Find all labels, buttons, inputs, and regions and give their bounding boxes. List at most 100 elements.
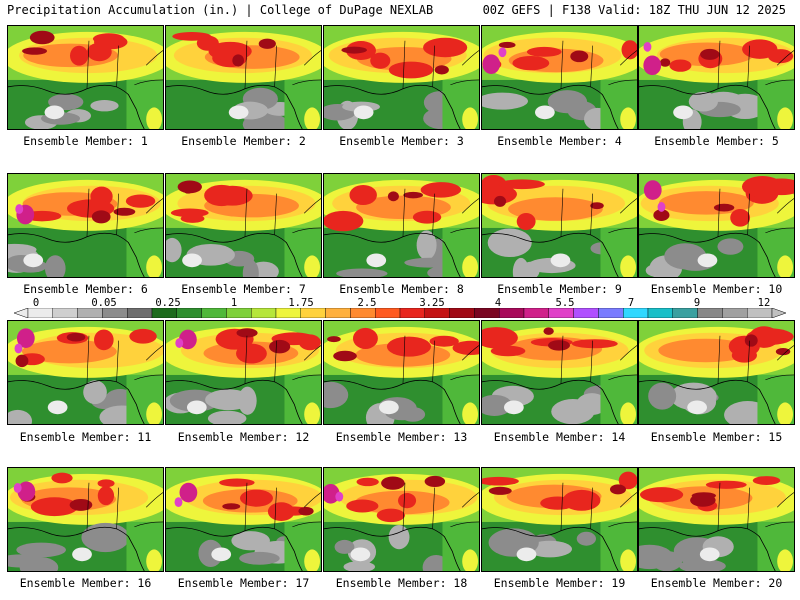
- member-label: Ensemble Member: 18: [335, 576, 468, 590]
- colorbar-swatch: [573, 308, 599, 318]
- colorbar-swatch: [250, 308, 277, 318]
- colorbar-tick-label: 1: [230, 297, 238, 309]
- colorbar-swatch: [697, 308, 723, 318]
- colorbar-swatch: [151, 308, 177, 318]
- colorbar-swatch: [176, 308, 202, 318]
- member-label: Ensemble Member: 19: [493, 576, 626, 590]
- member-label: Ensemble Member: 9: [497, 282, 622, 296]
- colorbar-max-arrow: [771, 308, 786, 318]
- colorbar-tick-label: 5.5: [555, 297, 575, 309]
- member-label: Ensemble Member: 20: [650, 576, 783, 590]
- precip-map: [8, 468, 163, 571]
- member-label: Ensemble Member: 17: [177, 576, 310, 590]
- colorbar-swatch: [350, 308, 376, 318]
- precip-map: [639, 26, 794, 129]
- member-label: Ensemble Member: 5: [654, 134, 779, 148]
- colorbar-tick-label: 3.25: [419, 297, 445, 309]
- colorbar-tick-label: 0: [32, 297, 40, 309]
- colorbar-swatch: [77, 308, 103, 318]
- member-map-panel: [323, 173, 480, 278]
- colorbar-swatch: [623, 308, 649, 318]
- colorbar-swatch: [598, 308, 624, 318]
- colorbar-swatch: [275, 308, 301, 318]
- colorbar-swatch: [300, 308, 326, 318]
- member-map-panel: [165, 320, 322, 425]
- colorbar-swatch: [201, 308, 227, 318]
- member-map-panel: [165, 467, 322, 572]
- member-map-panel: [165, 25, 322, 130]
- map-title: Precipitation Accumulation (in.) | Colle…: [7, 3, 434, 17]
- member-label: Ensemble Member: 15: [650, 430, 783, 444]
- model-run-info: 00Z GEFS | F138 Valid: 18Z THU JUN 12 20…: [482, 3, 786, 17]
- member-label: Ensemble Member: 13: [335, 430, 468, 444]
- colorbar-swatch: [647, 308, 673, 318]
- member-map-panel: [7, 173, 164, 278]
- member-map-panel: [638, 173, 795, 278]
- precip-map: [482, 321, 637, 424]
- colorbar-swatch: [449, 308, 475, 318]
- member-map-panel: [481, 173, 638, 278]
- colorbar-swatch: [52, 308, 78, 318]
- member-label: Ensemble Member: 8: [339, 282, 464, 296]
- colorbar-swatch: [523, 308, 549, 318]
- precip-map: [166, 468, 321, 571]
- colorbar-swatch: [747, 308, 773, 318]
- colorbar-swatch: [375, 308, 401, 318]
- precip-map: [324, 174, 479, 277]
- member-map-panel: [165, 173, 322, 278]
- colorbar-swatch: [499, 308, 525, 318]
- colorbar-swatch: [325, 308, 351, 318]
- colorbar-tick-label: 0.25: [155, 297, 181, 309]
- precip-map: [166, 321, 321, 424]
- colorbar-ticks: 0 0.05 0.25 1 1.75 2.5 3.25 4 5.5 7 9 12: [0, 297, 800, 309]
- precip-map: [8, 174, 163, 277]
- colorbar-tick-label: 2.5: [357, 297, 377, 309]
- colorbar-swatch: [548, 308, 574, 318]
- colorbar-tick-label: 12: [757, 297, 771, 309]
- member-map-panel: [7, 25, 164, 130]
- member-map-panel: [638, 320, 795, 425]
- colorbar-swatch: [126, 308, 153, 318]
- colorbar-tick-label: 0.05: [91, 297, 117, 309]
- colorbar-swatch: [226, 308, 252, 318]
- precip-map: [482, 26, 637, 129]
- precip-map: [639, 321, 794, 424]
- member-map-panel: [638, 467, 795, 572]
- member-label: Ensemble Member: 16: [19, 576, 152, 590]
- member-label: Ensemble Member: 4: [497, 134, 622, 148]
- precip-map: [166, 174, 321, 277]
- member-label: Ensemble Member: 7: [181, 282, 306, 296]
- member-map-panel: [7, 467, 164, 572]
- precip-map: [324, 26, 479, 129]
- colorbar-swatch: [424, 308, 450, 318]
- precip-map: [324, 468, 479, 571]
- member-map-panel: [481, 320, 638, 425]
- precip-map: [639, 468, 794, 571]
- colorbar-min-arrow: [14, 308, 29, 318]
- colorbar: [14, 308, 786, 318]
- precip-map: [482, 174, 637, 277]
- colorbar-swatch: [722, 308, 748, 318]
- member-label: Ensemble Member: 14: [493, 430, 626, 444]
- member-label: Ensemble Member: 3: [339, 134, 464, 148]
- member-map-panel: [323, 320, 480, 425]
- colorbar-swatch: [27, 308, 53, 318]
- member-map-panel: [323, 25, 480, 130]
- member-map-panel: [7, 320, 164, 425]
- colorbar-tick-label: 7: [627, 297, 635, 309]
- member-map-panel: [481, 25, 638, 130]
- colorbar-tick-label: 9: [693, 297, 701, 309]
- precip-map: [324, 321, 479, 424]
- precip-map: [166, 26, 321, 129]
- member-label: Ensemble Member: 1: [23, 134, 148, 148]
- precip-map: [482, 468, 637, 571]
- precip-map: [639, 174, 794, 277]
- colorbar-swatch: [102, 308, 128, 318]
- colorbar-swatch: [474, 308, 500, 318]
- precip-map: [8, 321, 163, 424]
- member-map-panel: [323, 467, 480, 572]
- colorbar-swatch: [672, 308, 698, 318]
- member-label: Ensemble Member: 10: [650, 282, 783, 296]
- member-label: Ensemble Member: 2: [181, 134, 306, 148]
- member-map-panel: [481, 467, 638, 572]
